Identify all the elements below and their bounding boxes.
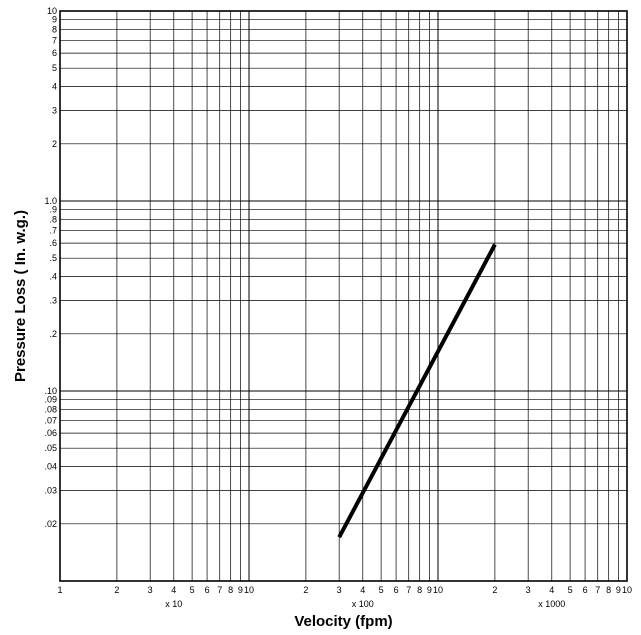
y-tick-label: 5 (52, 63, 57, 73)
y-tick-label: .10 (44, 386, 57, 396)
y-axis-label: Pressure Loss ( In. w.g.) (12, 210, 29, 382)
x-tick-label: 3 (337, 585, 342, 595)
x-tick-label: 8 (228, 585, 233, 595)
x-multiplier-label: x 1000 (538, 599, 565, 609)
x-tick-label: 7 (595, 585, 600, 595)
x-tick-label: 4 (549, 585, 554, 595)
x-multiplier-label: x 10 (165, 599, 182, 609)
x-tick-label: 9 (427, 585, 432, 595)
y-tick-label: .05 (44, 443, 57, 453)
y-tick-label: .5 (49, 253, 57, 263)
y-tick-label: .04 (44, 462, 57, 472)
y-tick-label: .09 (44, 395, 57, 405)
x-multiplier-label: x 100 (352, 599, 374, 609)
y-tick-label: 7 (52, 35, 57, 45)
chart-series (337, 243, 497, 539)
x-tick-label: 9 (238, 585, 243, 595)
y-tick-label: .9 (49, 205, 57, 215)
x-axis-multipliers: x 10 x 100 x 1000 (165, 599, 565, 609)
x-tick-label: 10 (622, 585, 632, 595)
y-tick-label: 9 (52, 15, 57, 25)
y-tick-label: .4 (49, 272, 57, 282)
x-tick-label: 5 (568, 585, 573, 595)
y-tick-label: 4 (52, 82, 57, 92)
y-tick-label: 3 (52, 105, 57, 115)
y-tick-label: .2 (49, 329, 57, 339)
x-tick-label: 10 (244, 585, 254, 595)
series-line (337, 243, 497, 539)
y-tick-label: .03 (44, 485, 57, 495)
x-tick-label: 7 (217, 585, 222, 595)
plot-frame (59, 10, 628, 582)
x-axis-label: Velocity (fpm) (294, 613, 392, 630)
y-tick-label: .6 (49, 238, 57, 248)
x-tick-label: 5 (190, 585, 195, 595)
chart-grid (60, 11, 627, 581)
y-tick-label: .8 (49, 214, 57, 224)
x-tick-label: 6 (394, 585, 399, 595)
x-tick-label: 2 (303, 585, 308, 595)
y-tick-label: .06 (44, 428, 57, 438)
y-tick-label: 2 (52, 139, 57, 149)
x-tick-label: 6 (205, 585, 210, 595)
x-tick-label: 7 (406, 585, 411, 595)
y-tick-label: .7 (49, 225, 57, 235)
x-tick-label: 1 (57, 585, 62, 595)
x-tick-label: 8 (606, 585, 611, 595)
x-tick-label: 4 (360, 585, 365, 595)
y-tick-label: .3 (49, 295, 57, 305)
x-tick-label: 3 (526, 585, 531, 595)
y-tick-label: .07 (44, 415, 57, 425)
y-tick-label: 6 (52, 48, 57, 58)
x-tick-label: 2 (114, 585, 119, 595)
x-tick-label: 9 (616, 585, 621, 595)
x-tick-label: 3 (148, 585, 153, 595)
x-tick-label: 10 (433, 585, 443, 595)
x-tick-label: 4 (171, 585, 176, 595)
y-tick-label: 1.0 (44, 196, 57, 206)
y-axis-ticks: .02 .03 .04 .05 .06 .07.08.09.10 .2 .3 .4 .5 .6 .7.… (44, 6, 57, 529)
x-tick-label: 8 (417, 585, 422, 595)
y-tick-label: 8 (52, 24, 57, 34)
y-tick-label: .02 (44, 519, 57, 529)
x-tick-label: 6 (583, 585, 588, 595)
y-tick-label: 10 (47, 6, 57, 16)
x-axis-ticks: 1 2 3 4 5 6 7 8 9 10 2 3 4 5 6 7 8 9 10 2 3 4 5 6 7 8 9 10 (57, 585, 632, 595)
y-tick-label: .08 (44, 404, 57, 414)
x-tick-label: 5 (379, 585, 384, 595)
x-tick-label: 2 (492, 585, 497, 595)
